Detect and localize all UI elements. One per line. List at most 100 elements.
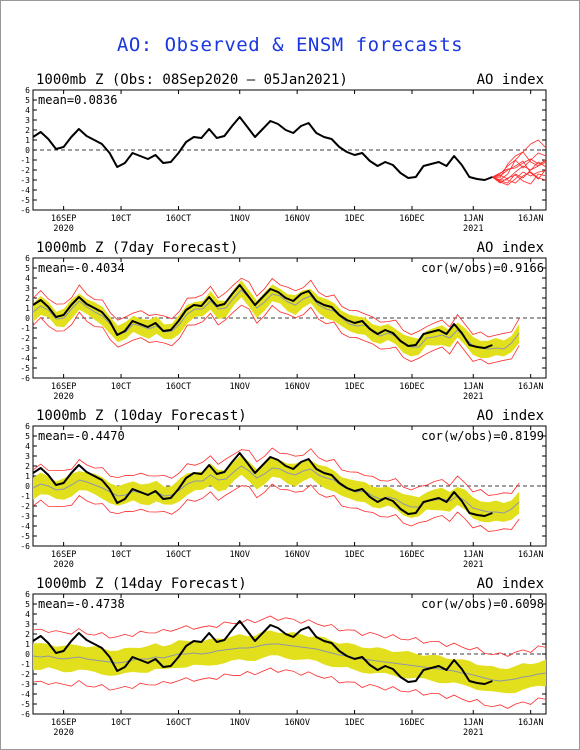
ensemble-min-line xyxy=(32,483,520,532)
y-tick-label: -1 xyxy=(20,660,30,669)
y-tick-label: -3 xyxy=(20,176,30,185)
x-tick-label: 1DEC xyxy=(344,550,364,560)
x-tick-label: 16JAN xyxy=(518,382,544,392)
x-tick-year-label: 2020 xyxy=(53,560,73,570)
chart-panel-2: 1000mb Z (7day Forecast) AO index6543210-… xyxy=(20,240,547,402)
x-tick-label: 1JAN xyxy=(463,382,483,392)
chart-panel-4: 1000mb Z (14day Forecast) AO index6543210… xyxy=(20,576,547,738)
y-tick-label: 0 xyxy=(25,482,30,491)
x-tick-label: 1JAN xyxy=(463,550,483,560)
x-tick-label: 10CT xyxy=(111,214,131,224)
x-tick-year-label: 2021 xyxy=(463,560,483,570)
y-tick-label: -5 xyxy=(20,364,30,373)
correlation-label: cor(w/obs)=0.8199 xyxy=(421,429,544,443)
y-tick-label: 6 xyxy=(25,254,30,263)
ensemble-mean-line xyxy=(32,643,547,682)
x-tick-label: 16OCT xyxy=(166,718,192,728)
ensemble-min-line xyxy=(32,667,547,709)
x-tick-label: 16DEC xyxy=(399,214,425,224)
correlation-label: cor(w/obs)=0.6098 xyxy=(421,597,544,611)
y-tick-label: -6 xyxy=(20,206,30,215)
x-tick-label: 1JAN xyxy=(463,214,483,224)
y-tick-label: -3 xyxy=(20,344,30,353)
ensemble-member-line xyxy=(492,139,547,181)
x-tick-year-label: 2021 xyxy=(463,728,483,738)
ensemble-max-line xyxy=(32,277,520,338)
y-tick-label: 1 xyxy=(25,472,30,481)
x-tick-label: 10CT xyxy=(111,718,131,728)
y-tick-label: 2 xyxy=(25,126,30,135)
y-tick-label: -6 xyxy=(20,710,30,719)
y-tick-label: -4 xyxy=(20,354,30,363)
y-tick-label: 0 xyxy=(25,314,30,323)
ensemble-min-line xyxy=(32,304,520,365)
y-tick-label: -6 xyxy=(20,542,30,551)
mean-value-label: mean=-0.4470 xyxy=(38,429,125,443)
observed-ao-line xyxy=(32,620,493,685)
x-tick-year-label: 2021 xyxy=(463,392,483,402)
y-tick-label: 4 xyxy=(25,610,30,619)
y-tick-label: 3 xyxy=(25,284,30,293)
index-label: AO index xyxy=(477,576,544,592)
y-tick-label: 6 xyxy=(25,86,30,95)
x-tick-label: 1NOV xyxy=(229,718,249,728)
x-tick-label: 10CT xyxy=(111,550,131,560)
y-tick-label: -3 xyxy=(20,680,30,689)
x-tick-year-label: 2020 xyxy=(53,224,73,234)
y-tick-label: 2 xyxy=(25,462,30,471)
y-tick-label: 3 xyxy=(25,116,30,125)
y-tick-label: 2 xyxy=(25,294,30,303)
panel-title: 1000mb Z (7day Forecast) xyxy=(36,240,238,256)
y-tick-label: 1 xyxy=(25,304,30,313)
x-tick-label: 16OCT xyxy=(166,382,192,392)
ensemble-max-line xyxy=(32,615,547,657)
observed-ao-line xyxy=(32,284,493,349)
ensemble-member-line xyxy=(492,171,547,184)
y-tick-label: -5 xyxy=(20,700,30,709)
y-tick-label: -3 xyxy=(20,512,30,521)
mean-value-label: mean=0.0836 xyxy=(38,93,117,107)
x-tick-year-label: 2020 xyxy=(53,728,73,738)
y-tick-label: 1 xyxy=(25,640,30,649)
y-tick-label: 3 xyxy=(25,452,30,461)
x-tick-label: 16DEC xyxy=(399,382,425,392)
x-tick-label: 16JAN xyxy=(518,550,544,560)
y-tick-label: -2 xyxy=(20,166,30,175)
x-tick-label: 16NOV xyxy=(284,382,310,392)
x-tick-label: 1DEC xyxy=(344,214,364,224)
y-tick-label: -4 xyxy=(20,522,30,531)
x-tick-label: 16SEP xyxy=(51,382,77,392)
x-tick-label: 16DEC xyxy=(399,718,425,728)
ensemble-member-line xyxy=(492,170,547,186)
y-tick-label: -4 xyxy=(20,690,30,699)
x-tick-label: 16NOV xyxy=(284,214,310,224)
ensemble-member-line xyxy=(492,158,547,178)
y-tick-label: -2 xyxy=(20,502,30,511)
y-tick-label: -2 xyxy=(20,670,30,679)
y-tick-label: 3 xyxy=(25,620,30,629)
panel-title: 1000mb Z (10day Forecast) xyxy=(36,408,247,424)
y-tick-label: -4 xyxy=(20,186,30,195)
y-tick-label: -1 xyxy=(20,492,30,501)
y-tick-label: -5 xyxy=(20,532,30,541)
y-tick-label: 4 xyxy=(25,106,30,115)
mean-value-label: mean=-0.4034 xyxy=(38,261,125,275)
correlation-label: cor(w/obs)=0.9166 xyxy=(421,261,544,275)
index-label: AO index xyxy=(477,408,544,424)
y-tick-label: 6 xyxy=(25,422,30,431)
page-title: AO: Observed & ENSM forecasts xyxy=(116,34,464,56)
x-tick-label: 10CT xyxy=(111,382,131,392)
chart-panel-1: 1000mb Z (Obs: 08Sep2020 – 05Jan2021) AO … xyxy=(20,72,547,234)
y-tick-label: 4 xyxy=(25,442,30,451)
ensemble-mean-line xyxy=(32,465,520,514)
panel-title: 1000mb Z (Obs: 08Sep2020 – 05Jan2021) xyxy=(36,72,348,88)
y-tick-label: 1 xyxy=(25,136,30,145)
mean-value-label: mean=-0.4738 xyxy=(38,597,125,611)
x-tick-label: 16SEP xyxy=(51,718,77,728)
x-tick-label: 16OCT xyxy=(166,214,192,224)
x-tick-label: 16NOV xyxy=(284,550,310,560)
y-tick-label: -1 xyxy=(20,156,30,165)
y-tick-label: 6 xyxy=(25,590,30,599)
x-tick-label: 1NOV xyxy=(229,382,249,392)
